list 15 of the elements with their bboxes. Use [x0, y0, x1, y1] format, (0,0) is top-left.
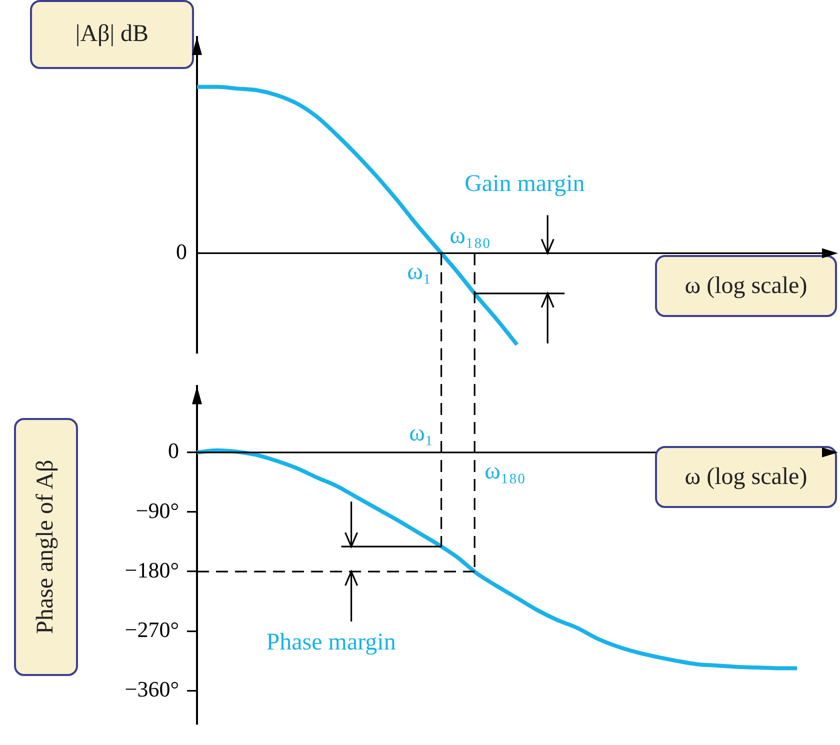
annotation: Gain margin: [464, 171, 585, 198]
annotation: ω₁: [407, 259, 432, 286]
x-axis-title: ω (log scale): [655, 446, 837, 508]
annotation: ω₁₈₀: [450, 223, 491, 250]
y-tick-label: −180°: [124, 557, 179, 582]
y-tick-label: −360°: [124, 676, 179, 702]
y-axis-title: |Aβ| dB: [30, 0, 194, 69]
y-tick-label: 0: [168, 438, 179, 464]
y-tick-label: −270°: [124, 616, 179, 642]
annotation: ω₁₈₀: [484, 458, 526, 484]
x-axis-title: ω (log scale): [655, 255, 837, 317]
y-tick-label: −90°: [136, 498, 179, 523]
annotation: Phase margin: [266, 630, 396, 656]
annotation: ω₁: [409, 420, 434, 446]
y-axis-title: Phase angle of Aβ: [14, 418, 78, 676]
